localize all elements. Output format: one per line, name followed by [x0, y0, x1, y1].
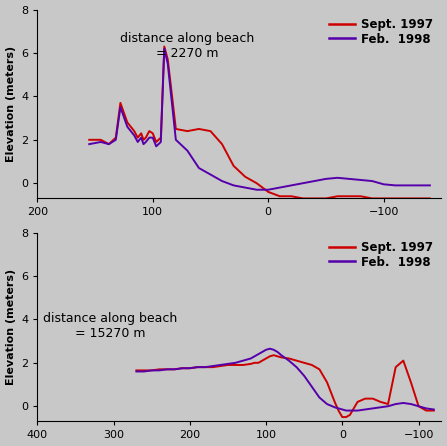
Text: distance along beach
= 2270 m: distance along beach = 2270 m: [120, 32, 254, 60]
Y-axis label: Elevation (meters): Elevation (meters): [5, 269, 16, 385]
Legend: Sept. 1997, Feb.  1998: Sept. 1997, Feb. 1998: [327, 16, 435, 48]
Legend: Sept. 1997, Feb.  1998: Sept. 1997, Feb. 1998: [327, 239, 435, 271]
Y-axis label: Elevation (meters): Elevation (meters): [5, 46, 16, 162]
Text: distance along beach
= 15270 m: distance along beach = 15270 m: [43, 312, 177, 340]
